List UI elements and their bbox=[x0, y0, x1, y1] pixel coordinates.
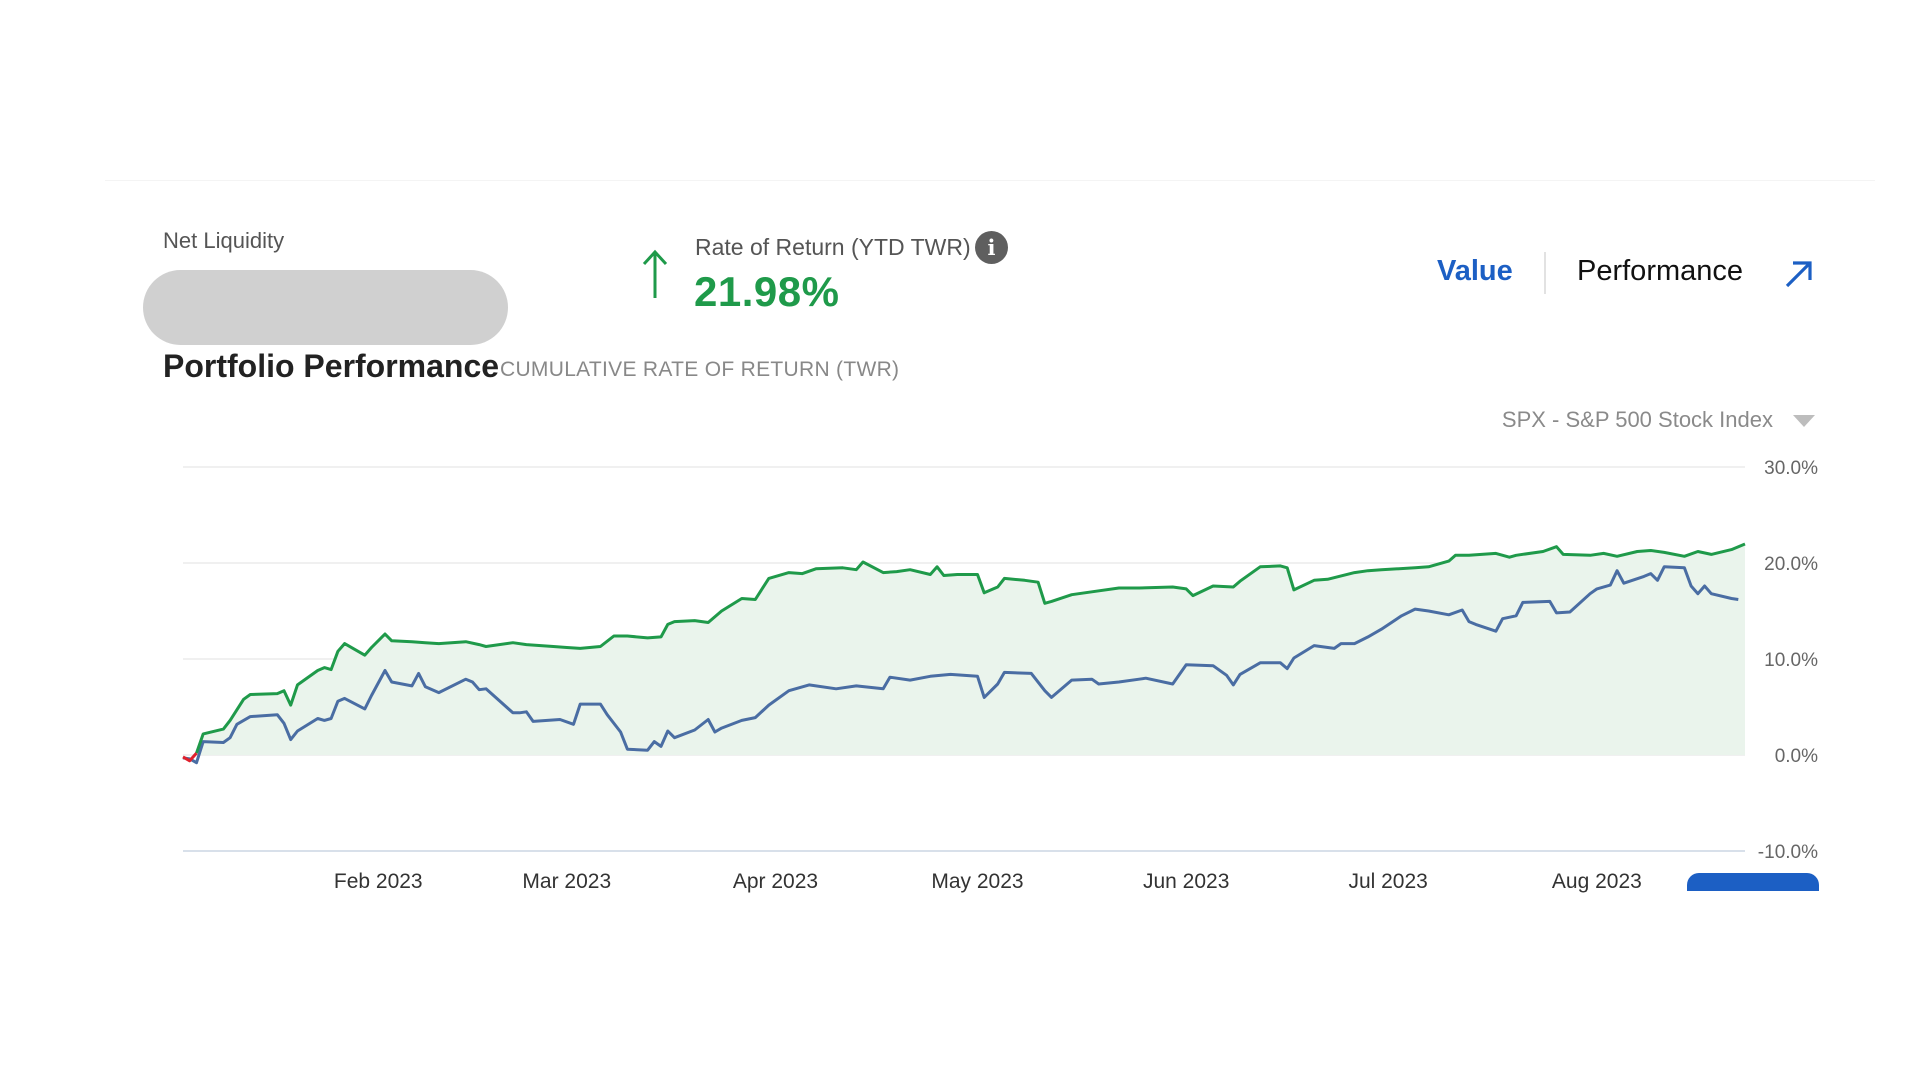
x-tick-label: Apr 2023 bbox=[733, 870, 818, 893]
x-tick-label: Mar 2023 bbox=[522, 870, 611, 893]
net-liquidity-label: Net Liquidity bbox=[163, 228, 285, 253]
x-tick-label: May 2023 bbox=[931, 870, 1023, 893]
portfolio-series-line bbox=[195, 542, 1746, 754]
tab-value[interactable]: Value bbox=[1437, 255, 1513, 287]
benchmark-series-line bbox=[182, 565, 1739, 765]
x-tick-label: Feb 2023 bbox=[334, 870, 423, 893]
y-tick-label: 20.0% bbox=[1764, 554, 1818, 575]
section-title: Portfolio Performance bbox=[163, 348, 500, 384]
y-tick-label: 0.0% bbox=[1775, 746, 1818, 767]
portfolio-series-negative-segment bbox=[182, 752, 198, 763]
section-subtitle: CUMULATIVE RATE OF RETURN (TWR) bbox=[500, 358, 900, 381]
tab-performance[interactable]: Performance bbox=[1577, 255, 1744, 287]
rate-of-return-value: 21.98% bbox=[694, 268, 840, 315]
floating-action-button[interactable] bbox=[1687, 873, 1819, 891]
x-tick-label: Jul 2023 bbox=[1348, 870, 1427, 893]
benchmark-selected-label: SPX - S&P 500 Stock Index bbox=[1501, 407, 1773, 432]
benchmark-dropdown[interactable]: SPX - S&P 500 Stock Index bbox=[1470, 405, 1815, 439]
y-tick-label: 10.0% bbox=[1764, 650, 1818, 671]
x-tick-label: Jun 2023 bbox=[1143, 870, 1229, 893]
portfolio-area-fill bbox=[183, 544, 1745, 755]
tab-divider bbox=[1544, 252, 1546, 294]
caret-down-icon bbox=[1793, 415, 1815, 427]
arrow-up-icon bbox=[642, 249, 668, 298]
net-liquidity-value-redacted bbox=[143, 270, 508, 345]
y-tick-label: -10.0% bbox=[1758, 842, 1818, 863]
rate-of-return-label: Rate of Return (YTD TWR) bbox=[695, 234, 971, 260]
info-icon[interactable]: i bbox=[975, 231, 1008, 264]
top-divider bbox=[105, 180, 1875, 181]
x-tick-label: Aug 2023 bbox=[1552, 870, 1642, 893]
y-tick-label: 30.0% bbox=[1764, 458, 1818, 479]
arrow-up-right-icon[interactable] bbox=[1783, 258, 1815, 290]
